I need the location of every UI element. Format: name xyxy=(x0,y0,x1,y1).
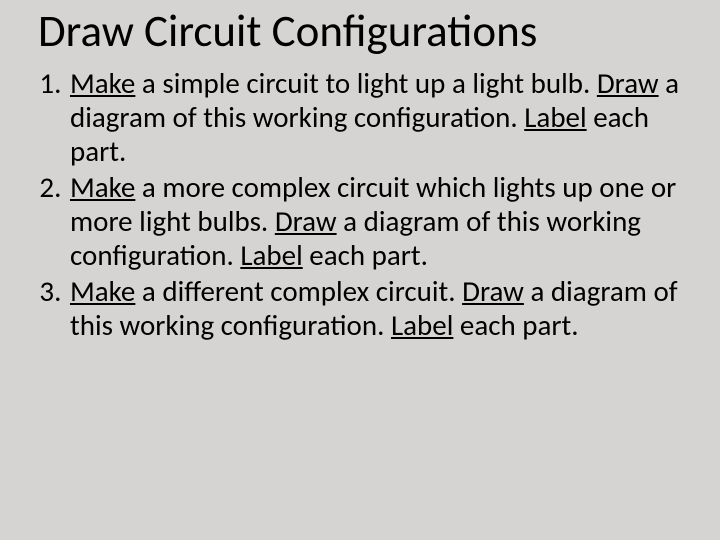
instruction-list: Make a simple circuit to light up a ligh… xyxy=(34,67,706,342)
body-text: a simple circuit to light up a light bul… xyxy=(135,65,596,101)
list-item: Make a simple circuit to light up a ligh… xyxy=(68,67,706,169)
slide: Draw Circuit Configurations Make a simpl… xyxy=(0,0,720,540)
underlined-text: Make xyxy=(70,169,135,205)
body-text: each part. xyxy=(303,237,428,273)
underlined-text: Draw xyxy=(462,273,524,309)
underlined-text: Label xyxy=(391,307,453,343)
body-text: a different complex circuit. xyxy=(135,273,462,309)
list-item: Make a more complex circuit which lights… xyxy=(68,171,706,273)
underlined-text: Make xyxy=(70,273,135,309)
underlined-text: Label xyxy=(524,99,586,135)
body-text: each part. xyxy=(453,307,578,343)
underlined-text: Make xyxy=(70,65,135,101)
underlined-text: Draw xyxy=(275,203,337,239)
underlined-text: Draw xyxy=(597,65,659,101)
slide-title: Draw Circuit Configurations xyxy=(38,8,706,55)
list-item: Make a different complex circuit. Draw a… xyxy=(68,275,706,343)
underlined-text: Label xyxy=(240,237,302,273)
